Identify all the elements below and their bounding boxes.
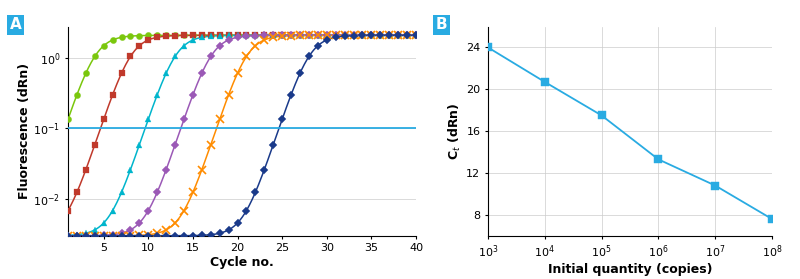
X-axis label: Initial quantity (copies): Initial quantity (copies) <box>548 263 712 276</box>
X-axis label: Cycle no.: Cycle no. <box>210 256 274 269</box>
Y-axis label: Fluorescence (dRn): Fluorescence (dRn) <box>18 63 30 199</box>
Text: A: A <box>10 17 22 32</box>
Y-axis label: C$_t$ (dRn): C$_t$ (dRn) <box>447 102 463 160</box>
Text: B: B <box>436 17 448 32</box>
